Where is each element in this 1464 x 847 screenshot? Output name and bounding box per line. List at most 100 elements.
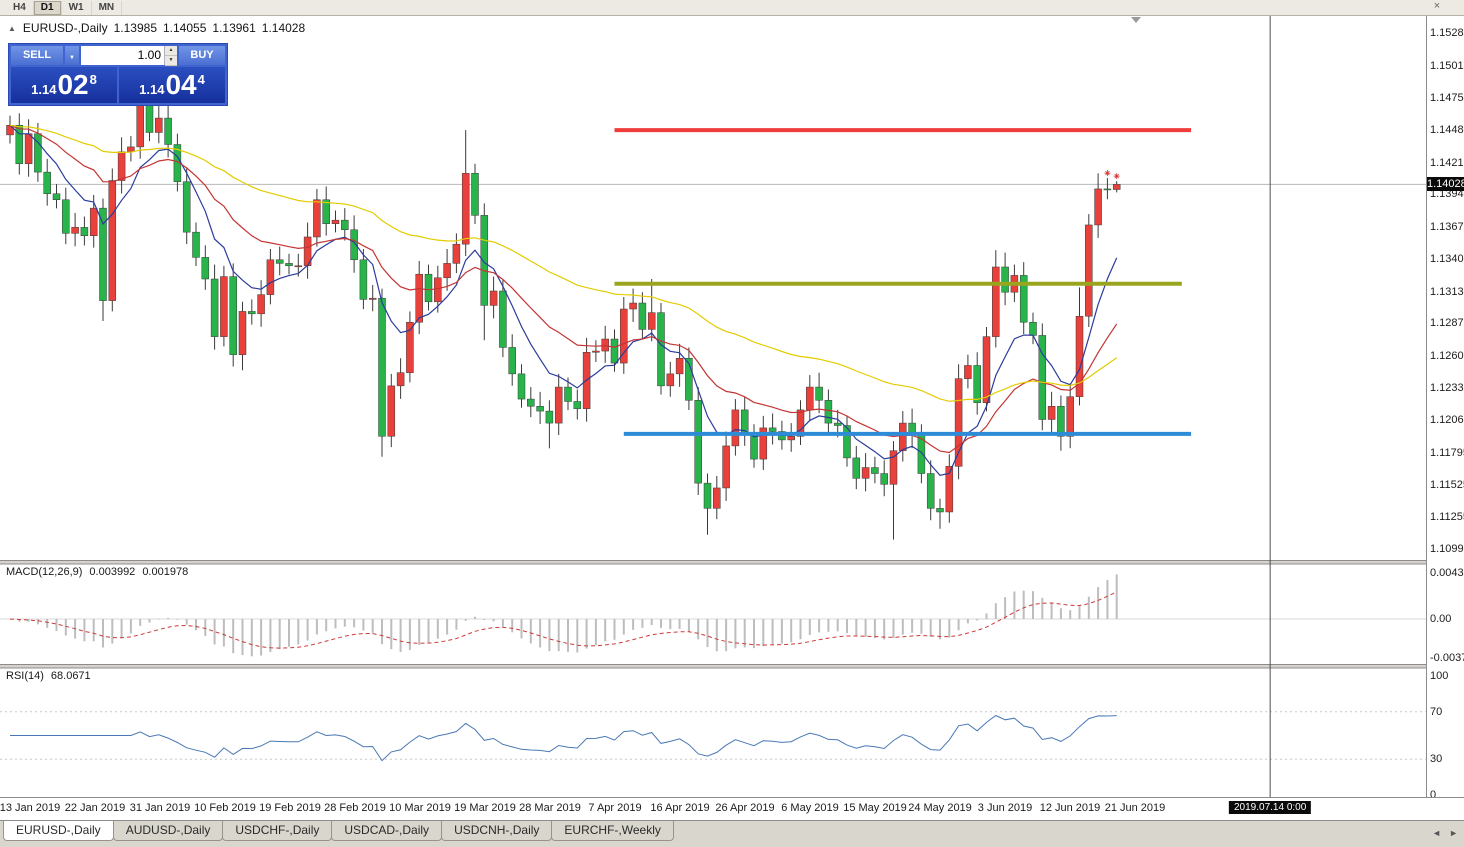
timeframe-buttons: H4 D1 W1 MN xyxy=(0,0,123,15)
macd-signal-line xyxy=(9,591,1117,649)
price-axis-label: 1.12600 xyxy=(1430,349,1464,362)
tab-scroll-buttons: ◄ ► xyxy=(1432,828,1458,838)
timeframe-w1[interactable]: W1 xyxy=(62,0,92,15)
ohlc-high: 1.14055 xyxy=(163,21,207,35)
price-axis-label: 1.14210 xyxy=(1430,156,1464,169)
rsi-line xyxy=(10,714,1117,762)
macd-value-signal: 0.001978 xyxy=(142,566,189,578)
date-axis-label: 10 Feb 2019 xyxy=(194,802,256,814)
vline-date-tag: 2019.07.14 0:00 xyxy=(1228,801,1312,814)
bid-prefix: 1.14 xyxy=(31,82,57,97)
date-axis-label: 22 Jan 2019 xyxy=(64,802,126,814)
date-axis-label: 12 Jun 2019 xyxy=(1039,802,1101,814)
volume-increase-button[interactable]: ▲ xyxy=(165,46,177,56)
ohlc-close: 1.14028 xyxy=(261,21,306,35)
macd-title: MACD(12,26,9) xyxy=(6,566,83,578)
volume-decrease-button[interactable]: ▼ xyxy=(165,56,177,66)
rsi-scale-label: 70 xyxy=(1430,705,1443,718)
ma-medium-line xyxy=(9,124,1118,454)
current-price-tag: 1.14028 xyxy=(1427,177,1464,192)
symbol-tab-bar: EURUSD-,Daily AUDUSD-,Daily USDCHF-,Daily U… xyxy=(0,820,1464,847)
trade-panel-collapse-icon[interactable]: ▲ xyxy=(8,23,16,33)
sell-price-display[interactable]: 1.14 02 8 xyxy=(11,67,117,103)
ask-pipette: 4 xyxy=(197,71,205,87)
ohlc-low: 1.13961 xyxy=(212,21,256,35)
date-axis-label: 16 Apr 2019 xyxy=(650,802,710,814)
volume-value[interactable]: 1.00 xyxy=(137,48,161,62)
price-marker-icon xyxy=(1104,170,1111,177)
chevron-down-icon: ▼ xyxy=(69,55,75,61)
close-icon[interactable]: × xyxy=(1433,0,1441,12)
tab-audusd-daily[interactable]: AUDUSD-,Daily xyxy=(112,821,224,841)
period-toolbar: H4 D1 W1 MN × xyxy=(0,0,1464,16)
price-axis-label: 1.11795 xyxy=(1430,446,1464,459)
date-axis-label: 28 Feb 2019 xyxy=(324,802,386,814)
date-axis-label: 19 Mar 2019 xyxy=(454,802,516,814)
tab-usdcnh-daily[interactable]: USDCNH-,Daily xyxy=(441,821,553,841)
price-axis-label: 1.14480 xyxy=(1430,124,1464,137)
rsi-scale-label: 0 xyxy=(1430,789,1437,801)
ask-big-digits: 04 xyxy=(165,69,197,100)
volume-field[interactable]: 1.00 ▲ ▼ xyxy=(81,46,177,66)
rsi-indicator-label: RSI(14) 68.0671 xyxy=(6,670,91,682)
ohlc-open: 1.13985 xyxy=(113,21,157,35)
price-axis[interactable]: 1.14028 1.15285 1.15015 1.14750 1.14480 1.14… xyxy=(1426,16,1464,801)
price-axis-label: 1.13675 xyxy=(1430,220,1464,233)
date-axis-label: 13 Jan 2019 xyxy=(0,802,61,814)
date-axis-label: 21 Jun 2019 xyxy=(1104,802,1166,814)
price-axis-label: 1.11525 xyxy=(1430,478,1464,491)
buy-price-display[interactable]: 1.14 04 4 xyxy=(119,67,225,103)
volume-stepper: ▲ ▼ xyxy=(164,46,177,66)
chart-title: EURUSD-,Daily xyxy=(22,21,108,35)
tab-eurchf-weekly[interactable]: EURCHF-,Weekly xyxy=(551,821,674,841)
timeframe-h4[interactable]: H4 xyxy=(6,0,34,15)
price-axis-label: 1.12065 xyxy=(1430,414,1464,427)
ma-slow-line xyxy=(9,124,1118,402)
rsi-title: RSI(14) xyxy=(6,670,44,682)
date-axis-label: 6 May 2019 xyxy=(781,802,839,814)
price-axis-label: 1.13405 xyxy=(1430,253,1464,266)
macd-scale-label: -0.00371 xyxy=(1430,652,1464,665)
rsi-scale-label: 100 xyxy=(1430,670,1449,682)
timeframe-d1[interactable]: D1 xyxy=(33,0,62,15)
tab-usdchf-daily[interactable]: USDCHF-,Daily xyxy=(222,821,333,841)
buy-button[interactable]: BUY xyxy=(179,46,225,65)
bid-pipette: 8 xyxy=(89,71,97,87)
price-axis-label: 1.12870 xyxy=(1430,317,1464,330)
rsi-scale-label: 30 xyxy=(1430,753,1443,766)
date-axis-label: 31 Jan 2019 xyxy=(129,802,191,814)
tab-scroll-right-icon[interactable]: ► xyxy=(1449,828,1458,838)
tab-scroll-left-icon[interactable]: ◄ xyxy=(1432,828,1442,838)
date-axis-label: 28 Mar 2019 xyxy=(519,802,581,814)
price-axis-label: 1.14750 xyxy=(1430,91,1464,104)
rsi-value: 68.0671 xyxy=(50,670,91,682)
bid-big-digits: 02 xyxy=(57,69,89,100)
date-axis-label: 24 May 2019 xyxy=(908,802,972,814)
chart-ohlc-header: ▲ EURUSD-,Daily 1.13985 1.14055 1.13961 … xyxy=(8,21,305,35)
tab-usdcad-daily[interactable]: USDCAD-,Daily xyxy=(331,821,443,841)
price-axis-label: 1.12330 xyxy=(1430,382,1464,395)
tab-strip: EURUSD-,Daily AUDUSD-,Daily USDCHF-,Daily U… xyxy=(3,821,674,841)
date-axis-label: 15 May 2019 xyxy=(843,802,907,814)
price-marker-icon xyxy=(1113,173,1120,180)
chart-shift-marker-icon xyxy=(1131,17,1141,23)
date-axis-label: 10 Mar 2019 xyxy=(389,802,451,814)
chart-canvas[interactable] xyxy=(0,16,1426,797)
price-axis-label: 1.11255 xyxy=(1430,511,1464,524)
ask-prefix: 1.14 xyxy=(139,82,165,97)
volume-dropdown-button[interactable]: ▼ xyxy=(65,46,79,65)
price-axis-label: 1.15015 xyxy=(1430,59,1464,72)
date-axis-label: 3 Jun 2019 xyxy=(977,802,1033,814)
tab-eurusd-daily[interactable]: EURUSD-,Daily xyxy=(3,821,114,841)
one-click-trading-panel: SELL ▼ 1.00 ▲ ▼ BUY 1.14 02 8 1.14 04 4 xyxy=(8,43,228,106)
macd-scale-label: 0.004359 xyxy=(1430,567,1464,579)
date-axis-label: 19 Feb 2019 xyxy=(259,802,321,814)
macd-indicator-label: MACD(12,26,9) 0.003992 0.001978 xyxy=(6,566,188,578)
price-axis-label: 1.15285 xyxy=(1430,27,1464,40)
date-axis[interactable]: 2019.07.14 0:00 13 Jan 2019 22 Jan 2019 31… xyxy=(0,797,1464,820)
macd-scale-label: 0.00 xyxy=(1430,613,1452,625)
ma-fast-line xyxy=(9,124,1118,476)
timeframe-mn[interactable]: MN xyxy=(92,0,123,15)
sell-button[interactable]: SELL xyxy=(11,46,63,65)
